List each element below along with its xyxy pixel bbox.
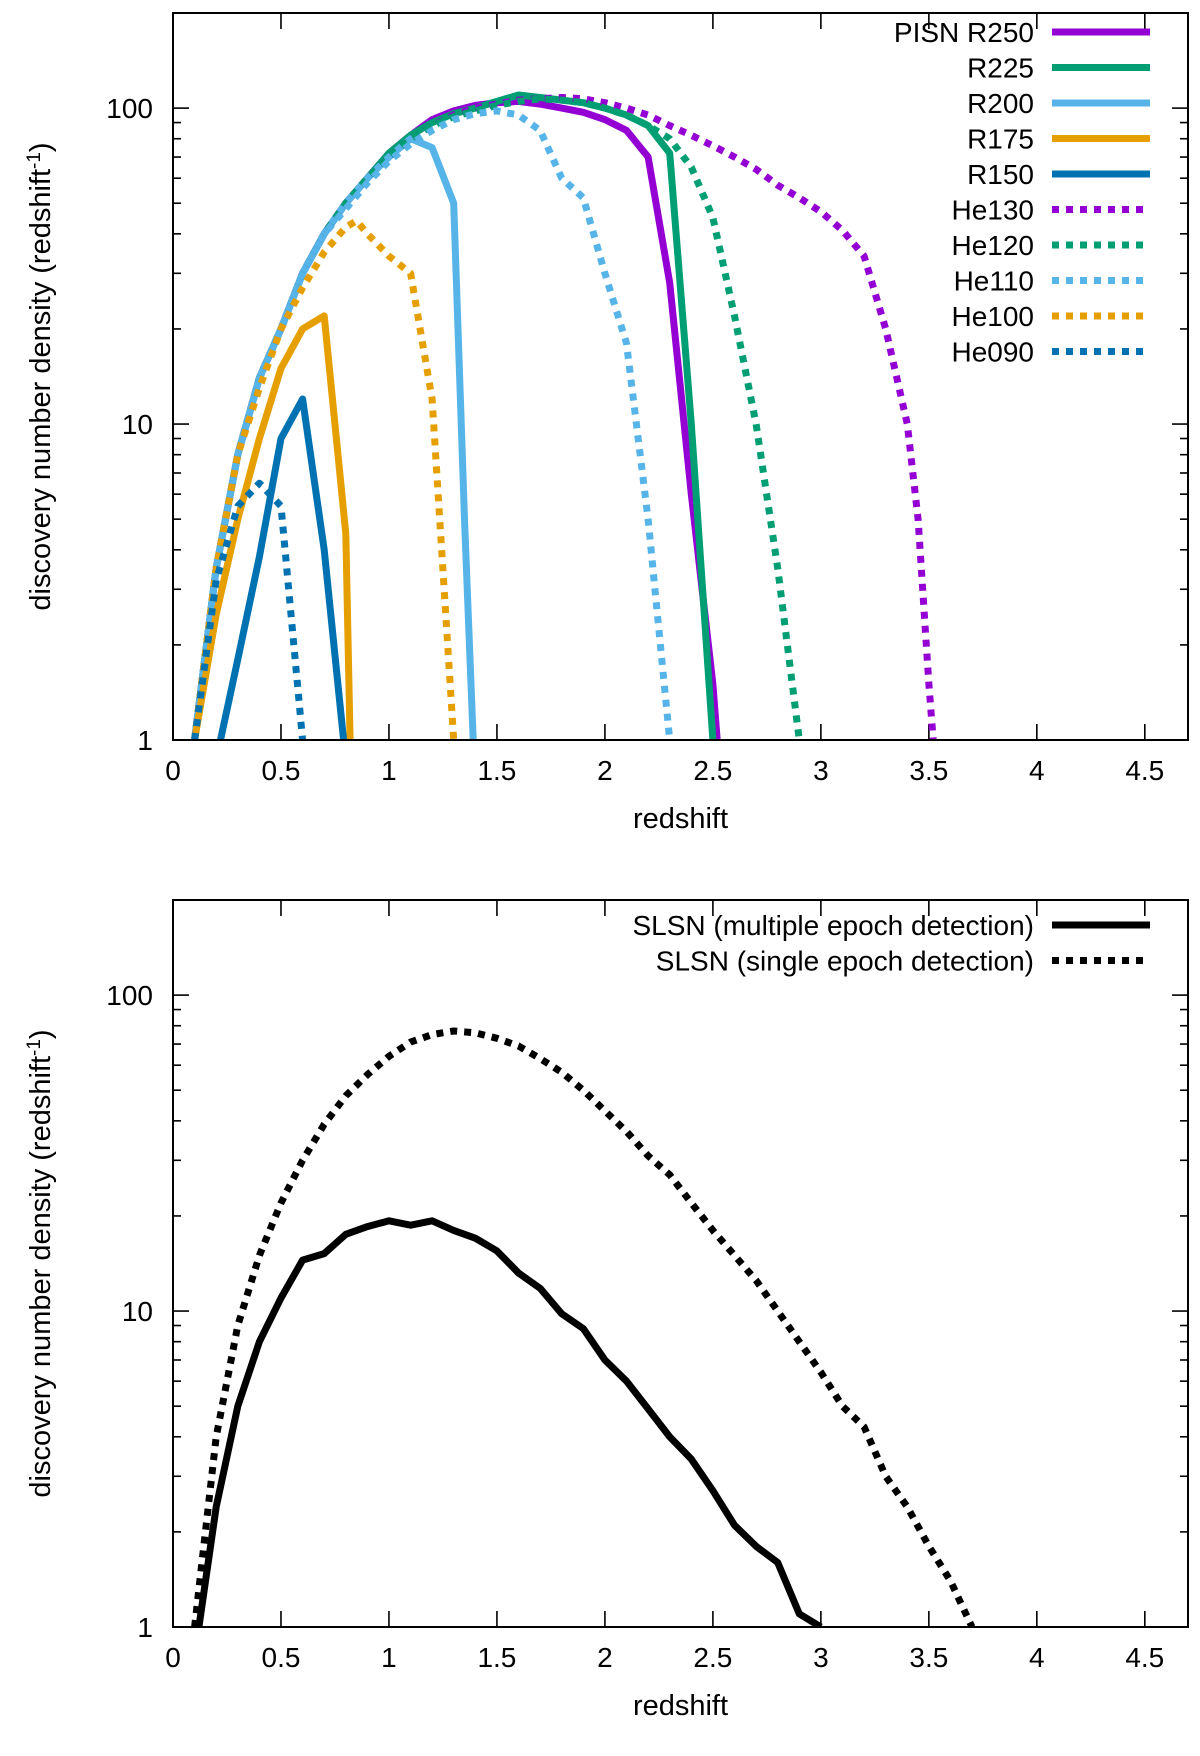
series-line-pisn-r250 <box>191 97 721 740</box>
top-panel-pisn-chart: 1 10 100 0 0.5 1 1.5 2 2.5 3 3.5 4 4.5 PISN R250 R225 R… <box>24 12 1189 835</box>
x-tick-label: 2.5 <box>693 755 732 786</box>
x-tick-label: 0.5 <box>262 755 301 786</box>
y-axis-label: discovery number density (redshift-1) <box>24 1029 57 1497</box>
y-tick-label: 10 <box>122 409 153 440</box>
plot-frame <box>172 899 1189 1628</box>
y-axis-label: discovery number density (redshift-1) <box>24 142 57 610</box>
legend-label-he100: He100 <box>951 301 1034 332</box>
x-tick-label: 3.5 <box>909 755 948 786</box>
y-axis-label-main: discovery number density (redshift <box>25 1056 57 1498</box>
legend-label-he130: He130 <box>951 195 1034 226</box>
x-tick-label: 0.5 <box>262 1642 301 1673</box>
y-tick-label: 1 <box>137 725 153 756</box>
x-tick-label: 0 <box>165 1642 181 1673</box>
x-tick-label: 3 <box>813 1642 829 1673</box>
x-axis-label: redshift <box>633 1690 728 1722</box>
x-tick-label: 1.5 <box>477 1642 516 1673</box>
legend-label-r175: R175 <box>967 124 1034 155</box>
series-line-slsn-multiple-epoch-detection <box>195 1217 823 1627</box>
series-line-he100 <box>191 217 458 740</box>
x-tick-label: 4.5 <box>1125 755 1164 786</box>
x-tick-label: 0 <box>165 755 181 786</box>
legend-label-r225: R225 <box>967 53 1034 84</box>
series-line-he090 <box>191 479 307 740</box>
x-tick-label: 3 <box>813 755 829 786</box>
y-axis-label-superscript: -1 <box>24 1039 45 1056</box>
y-axis-label-close: ) <box>25 142 57 152</box>
y-tick-label: 100 <box>106 93 153 124</box>
series-line-he110 <box>191 107 674 740</box>
y-tick-label: 1 <box>137 1612 153 1643</box>
x-tick-label: 1.5 <box>477 755 516 786</box>
x-tick-label: 4.5 <box>1125 1642 1164 1673</box>
x-tick-label: 4 <box>1029 755 1045 786</box>
legend-label-he090: He090 <box>951 337 1034 368</box>
y-tick-label: 100 <box>106 980 153 1011</box>
x-axis-label: redshift <box>633 803 728 835</box>
x-tick-label: 2 <box>597 1642 613 1673</box>
x-tick-label: 2 <box>597 755 613 786</box>
x-tick-label: 3.5 <box>909 1642 948 1673</box>
y-axis-label-main: discovery number density (redshift <box>25 169 57 611</box>
legend-label-slsn-single-epoch-detection: SLSN (single epoch detection) <box>656 946 1034 977</box>
legend-label-slsn-multiple-epoch-detection: SLSN (multiple epoch detection) <box>632 910 1034 941</box>
y-tick-label: 10 <box>122 1296 153 1327</box>
series-line-he120 <box>191 95 803 740</box>
y-axis-label-close: ) <box>25 1029 57 1039</box>
bottom-panel-slsn-chart: 1 10 100 0 0.5 1 1.5 2 2.5 3 3.5 4 4.5 SLSN (multiple… <box>24 899 1189 1722</box>
legend-label-he120: He120 <box>951 230 1034 261</box>
series-line-r175 <box>191 312 354 740</box>
series-group <box>191 1027 976 1627</box>
series-group <box>191 91 937 740</box>
legend-label-pisn-r250: PISN R250 <box>894 17 1034 48</box>
plot-frame <box>172 12 1189 741</box>
x-tick-label: 2.5 <box>693 1642 732 1673</box>
x-tick-label: 1 <box>381 1642 397 1673</box>
series-line-r225 <box>191 91 717 740</box>
x-tick-label: 1 <box>381 755 397 786</box>
x-tick-label: 4 <box>1029 1642 1045 1673</box>
legend-label-r200: R200 <box>967 88 1034 119</box>
y-axis-label-superscript: -1 <box>24 152 45 169</box>
legend-label-he110: He110 <box>954 266 1034 297</box>
legend-label-r150: R150 <box>967 159 1034 190</box>
series-line-slsn-single-epoch-detection <box>191 1027 976 1627</box>
series-line-r150 <box>217 395 348 740</box>
